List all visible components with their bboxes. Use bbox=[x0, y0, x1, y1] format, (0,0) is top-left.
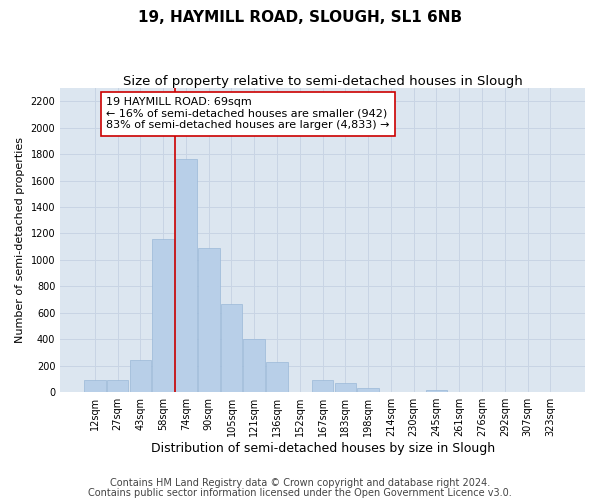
Title: Size of property relative to semi-detached houses in Slough: Size of property relative to semi-detach… bbox=[123, 75, 523, 88]
X-axis label: Distribution of semi-detached houses by size in Slough: Distribution of semi-detached houses by … bbox=[151, 442, 494, 455]
Bar bbox=[130, 360, 151, 392]
Text: 19 HAYMILL ROAD: 69sqm
← 16% of semi-detached houses are smaller (942)
83% of se: 19 HAYMILL ROAD: 69sqm ← 16% of semi-det… bbox=[106, 98, 390, 130]
Bar bbox=[312, 380, 334, 392]
Bar bbox=[152, 239, 174, 392]
Y-axis label: Number of semi-detached properties: Number of semi-detached properties bbox=[15, 137, 25, 343]
Bar bbox=[266, 362, 288, 392]
Bar bbox=[107, 380, 128, 392]
Bar bbox=[175, 160, 197, 392]
Text: Contains HM Land Registry data © Crown copyright and database right 2024.: Contains HM Land Registry data © Crown c… bbox=[110, 478, 490, 488]
Bar bbox=[335, 383, 356, 392]
Bar bbox=[358, 388, 379, 392]
Text: Contains public sector information licensed under the Open Government Licence v3: Contains public sector information licen… bbox=[88, 488, 512, 498]
Bar bbox=[244, 340, 265, 392]
Text: 19, HAYMILL ROAD, SLOUGH, SL1 6NB: 19, HAYMILL ROAD, SLOUGH, SL1 6NB bbox=[138, 10, 462, 25]
Bar bbox=[198, 248, 220, 392]
Bar bbox=[221, 304, 242, 392]
Bar bbox=[84, 380, 106, 392]
Bar bbox=[425, 390, 447, 392]
